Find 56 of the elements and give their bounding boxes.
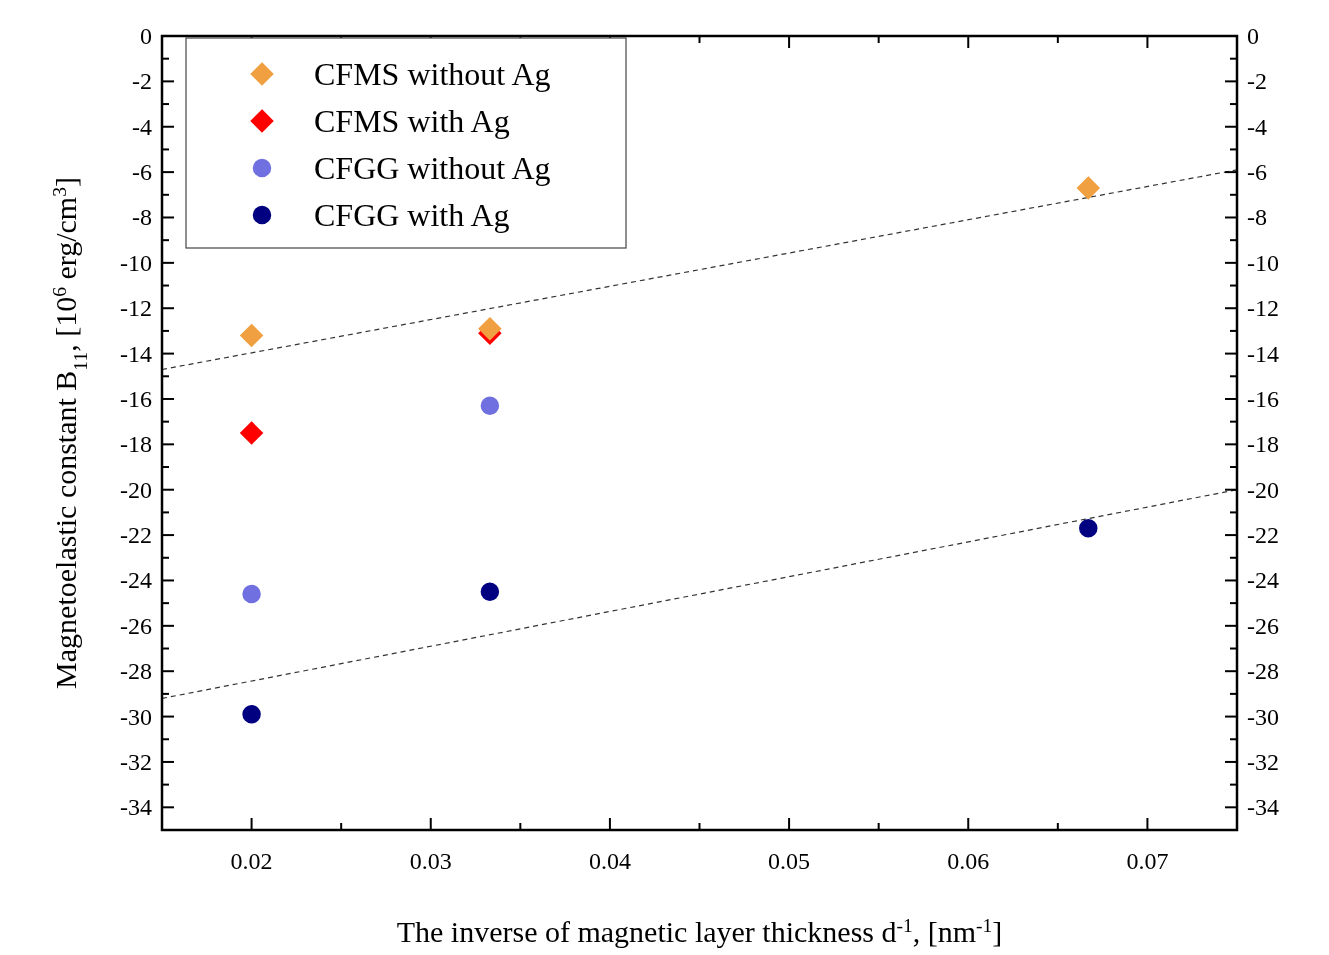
point (1077, 176, 1100, 200)
x-tick-label: 0.05 (768, 848, 811, 874)
y-tick-label: -2 (132, 68, 152, 95)
x-tick-label: 0.04 (588, 848, 631, 874)
point (242, 584, 261, 604)
y-tick-label: 0 (140, 23, 152, 49)
y2-tick-label: -16 (1247, 385, 1279, 412)
legend-label: CFMS without Ag (314, 56, 551, 92)
y-tick-label: -14 (120, 340, 152, 367)
y-tick-label: -30 (120, 703, 152, 730)
y-tick-label: -28 (120, 658, 152, 685)
y2-tick-label: -24 (1247, 567, 1279, 594)
y2-tick-label: -28 (1247, 658, 1279, 685)
y2-tick-label: 0 (1247, 23, 1259, 49)
y2-tick-label: -18 (1247, 431, 1279, 458)
y2-tick-label: -10 (1247, 249, 1279, 276)
legend-label: CFGG without Ag (314, 150, 551, 186)
point (240, 421, 263, 445)
y-tick-label: -12 (120, 295, 152, 322)
y2-tick-label: -14 (1247, 340, 1279, 367)
y2-tick-label: -22 (1247, 522, 1279, 549)
y2-tick-label: -30 (1247, 703, 1279, 730)
x-tick-label: 0.02 (230, 848, 273, 874)
y-tick-label: -20 (120, 476, 152, 503)
y-tick-label: -16 (120, 385, 152, 412)
y-tick-label: -4 (132, 113, 152, 140)
y-tick-label: -10 (120, 249, 152, 276)
legend-label: CFGG with Ag (314, 197, 510, 233)
x-tick-label: 0.03 (409, 848, 452, 874)
x-axis-title: The inverse of magnetic layer thickness d$^{-1}$, [nm$^{-1}$] (396, 914, 1003, 948)
x-tick-label: 0.06 (947, 848, 990, 874)
point (478, 317, 502, 340)
point (1079, 519, 1098, 538)
y2-tick-label: -20 (1247, 476, 1279, 503)
y-tick-label: -24 (120, 567, 152, 594)
y2-tick-label: -4 (1247, 113, 1267, 140)
y2-tick-label: -8 (1247, 204, 1267, 231)
y2-tick-label: -34 (1247, 794, 1279, 821)
y-tick-label: -18 (120, 431, 152, 458)
y-tick-label: -6 (132, 159, 152, 186)
y2-tick-label: -12 (1247, 295, 1279, 322)
y2-tick-label: -26 (1247, 612, 1279, 639)
y-tick-label: -22 (120, 522, 152, 549)
y2-tick-label: -32 (1247, 748, 1279, 775)
point (480, 582, 500, 602)
y-tick-label: -26 (120, 612, 152, 639)
y-tick-label: -8 (132, 204, 152, 231)
y2-tick-label: -6 (1247, 159, 1267, 186)
point (240, 324, 263, 347)
legend-label: CFMS with Ag (314, 103, 510, 139)
point (480, 396, 500, 416)
y2-tick-label: -2 (1247, 68, 1267, 95)
x-tick-label: 0.07 (1126, 848, 1169, 874)
y-tick-label: -32 (120, 748, 152, 775)
y-tick-label: -34 (120, 794, 152, 821)
point (242, 705, 261, 724)
